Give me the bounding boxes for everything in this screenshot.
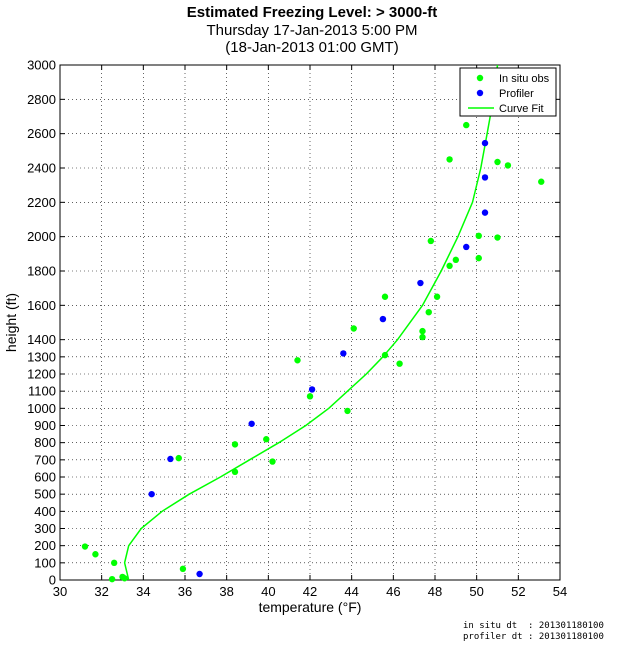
y-tick-label: 400 [34,504,56,519]
y-tick-label: 2600 [27,126,56,141]
in-situ-obs-point [538,178,545,185]
profiler-point [196,570,203,578]
y-tick-label: 600 [34,470,56,485]
y-tick-label: 2000 [27,229,56,244]
in-situ-obs-point [344,407,351,415]
profiler-point [308,386,316,393]
y-tick-label: 2200 [27,195,56,210]
x-tick-label: 52 [511,584,525,599]
x-tick-label: 50 [469,584,483,599]
y-tick-label: 1100 [28,384,56,399]
in-situ-obs-point [263,436,270,443]
x-tick-label: 48 [428,584,442,599]
in-situ-obs-point [231,468,239,476]
in-situ-obs-point [294,357,301,364]
in-situ-obs-point [306,393,314,400]
in-situ-obs-point [110,559,118,567]
in-situ-obs-point [269,458,276,465]
y-tick-label: 1000 [27,401,56,416]
x-tick-label: 34 [136,584,150,599]
in-situ-obs-point [231,441,239,448]
in-situ-obs-point [475,232,482,240]
y-tick-label: 300 [34,521,56,536]
legend-entry-label: Curve Fit [499,103,544,115]
chart-title: Estimated Freezing Level: > 3000-ft [186,4,438,21]
profiler-point [167,455,174,463]
y-tick-label: 2400 [27,161,56,176]
y-tick-label: 1200 [27,367,56,382]
x-tick-label: 54 [553,584,567,599]
y-tick-label: 0 [49,573,56,588]
y-tick-label: 700 [34,452,56,467]
in-situ-obs-point [121,575,128,582]
profiler-point [481,174,489,181]
curve-fit-line [123,65,499,580]
x-tick-label: 36 [178,584,192,599]
x-tick-label: 38 [219,584,233,599]
x-axis-label: temperature (°F) [259,599,362,615]
y-tick-label: 1300 [27,349,56,364]
in-situ-obs-point [504,162,512,169]
profiler-point [340,350,347,357]
in-situ-obs-point [419,333,426,341]
chart-subtitle-gmt-time: (18-Jan-2013 01:00 GMT) [225,39,399,56]
in-situ-obs-point [381,293,389,300]
y-tick-label: 800 [34,435,56,450]
x-tick-label: 32 [94,584,108,599]
y-tick-label: 1400 [27,332,56,347]
x-tick-label: 42 [303,584,317,599]
in-situ-obs-point [446,156,453,163]
in-situ-obs-point [475,254,482,262]
y-tick-label: 900 [34,418,56,433]
profiler-point [148,490,155,498]
in-situ-obs-point [425,309,432,316]
in-situ-obs-point [81,543,89,550]
y-tick-label: 3000 [27,58,56,73]
profiler-datetime: profiler dt : 201301180100 [463,632,604,642]
legend-entry-label: Profiler [499,88,534,100]
in-situ-datetime: in situ dt : 201301180100 [463,621,604,631]
profiler-point [463,243,470,251]
in-situ-obs-point [92,551,99,558]
x-tick-label: 30 [53,584,67,599]
y-tick-label: 2800 [27,92,56,107]
in-situ-obs-point [446,262,453,270]
y-tick-label: 100 [34,555,56,570]
y-axis-label: height (ft) [3,293,19,352]
profiler-point [481,209,489,216]
legend-marker-swatch [476,74,484,82]
in-situ-obs-point [494,234,501,241]
profiler-point [417,279,424,287]
in-situ-obs-point [419,327,426,335]
in-situ-obs-point [433,293,441,300]
in-situ-obs-point [463,121,470,129]
profiler-point [248,420,255,427]
in-situ-obs-point [179,565,187,573]
chart-subtitle-local-time: Thursday 17-Jan-2013 5:00 PM [206,22,418,39]
in-situ-obs-point [175,454,182,462]
in-situ-obs-point [452,256,460,264]
profiler-point [379,315,387,323]
profiler-point [481,139,489,147]
x-tick-label: 46 [386,584,400,599]
in-situ-obs-point [494,158,501,166]
x-tick-label: 40 [261,584,275,599]
in-situ-obs-point [108,575,116,583]
legend-entry-label: In situ obs [499,73,550,85]
in-situ-obs-point [381,351,389,359]
y-tick-label: 500 [34,487,56,502]
y-tick-label: 1600 [27,298,56,313]
legend-marker-swatch [476,89,484,97]
in-situ-obs-point [396,360,403,367]
in-situ-obs-point [427,237,435,245]
x-tick-label: 44 [344,584,358,599]
y-tick-label: 1800 [27,264,56,279]
in-situ-obs-point [350,325,357,332]
y-tick-label: 200 [34,538,56,553]
